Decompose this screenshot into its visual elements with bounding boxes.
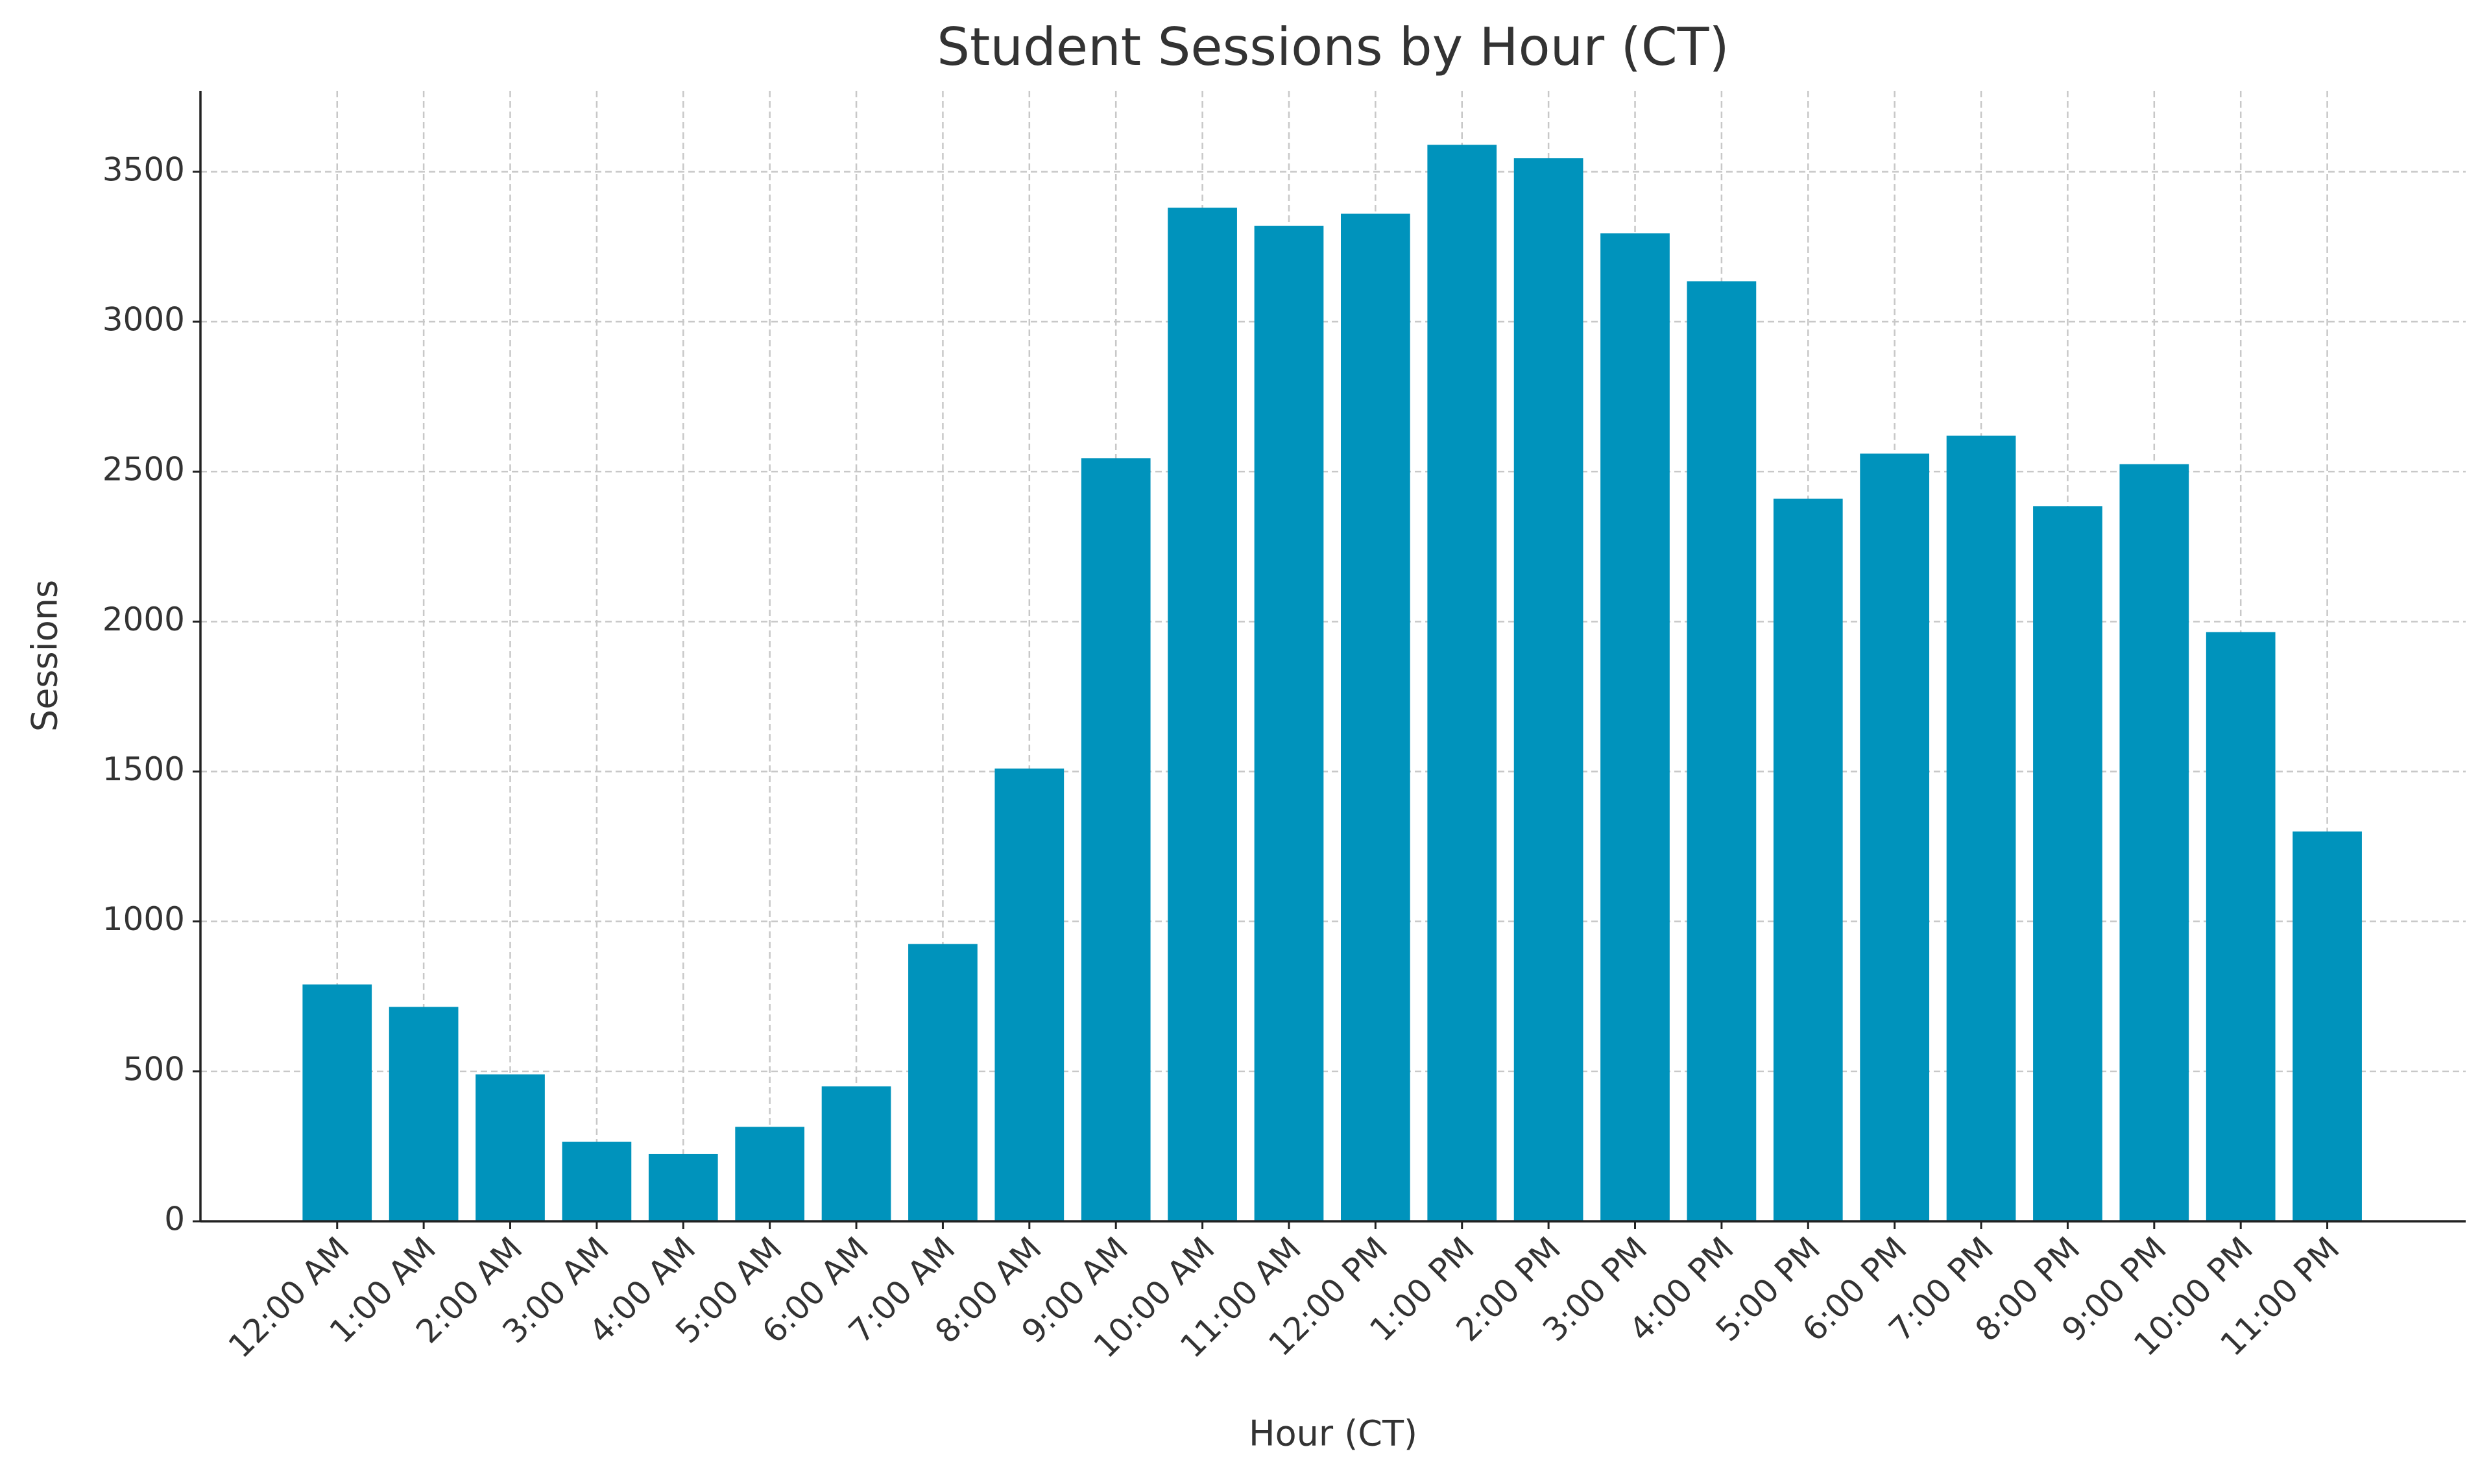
bar xyxy=(735,1127,805,1221)
bar xyxy=(1687,281,1757,1221)
bar xyxy=(1773,498,1843,1221)
bar xyxy=(2292,831,2362,1221)
y-tick-label: 1500 xyxy=(102,750,185,788)
bar xyxy=(2033,506,2102,1221)
bar xyxy=(1254,226,1324,1221)
y-tick-label: 2500 xyxy=(102,451,185,488)
y-axis-label: Sessions xyxy=(25,580,66,732)
bar xyxy=(1946,435,2016,1221)
x-axis-label: Hour (CT) xyxy=(1249,1413,1417,1454)
bar xyxy=(994,768,1065,1221)
bar xyxy=(1168,208,1237,1222)
bar xyxy=(1081,458,1151,1222)
y-tick-label: 500 xyxy=(123,1050,185,1088)
y-tick-label: 0 xyxy=(164,1201,185,1238)
bar xyxy=(302,984,372,1221)
bar xyxy=(2206,632,2276,1221)
bar xyxy=(1860,453,1930,1222)
bar xyxy=(562,1142,632,1221)
bar xyxy=(821,1086,891,1221)
bar xyxy=(389,1007,459,1221)
bar xyxy=(1341,213,1410,1222)
chart-title: Student Sessions by Hour (CT) xyxy=(937,17,1729,77)
y-tick-label: 3500 xyxy=(102,150,185,188)
x-tick-label: 12:00 AM xyxy=(221,1230,357,1365)
y-tick-label: 3000 xyxy=(102,300,185,338)
y-tick-label: 2000 xyxy=(102,601,185,638)
bar xyxy=(648,1153,718,1221)
bar xyxy=(1427,145,1497,1221)
bar xyxy=(1600,233,1670,1221)
bar xyxy=(908,944,978,1221)
bar xyxy=(1513,158,1583,1222)
bar xyxy=(475,1074,545,1221)
bar xyxy=(2119,464,2189,1221)
y-tick-label: 1000 xyxy=(102,900,185,938)
